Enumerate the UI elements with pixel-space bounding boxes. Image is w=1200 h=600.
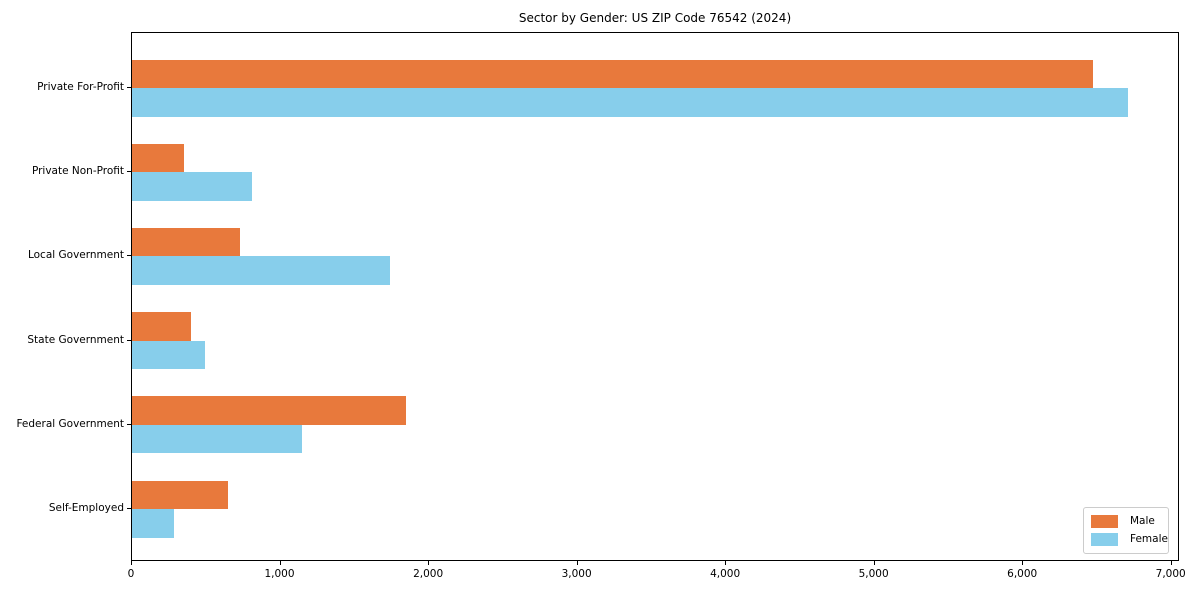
x-tick-mark bbox=[873, 561, 875, 565]
y-tick-mark bbox=[127, 508, 131, 509]
y-tick-label: Self-Employed bbox=[48, 502, 124, 514]
x-tick-mark bbox=[576, 561, 578, 565]
y-tick-mark bbox=[127, 339, 131, 341]
y-tick-mark bbox=[127, 171, 131, 173]
x-tick-mark bbox=[428, 561, 430, 565]
bar-male-3 bbox=[132, 312, 191, 341]
bar-male-4 bbox=[132, 396, 406, 425]
plot-area bbox=[131, 32, 1179, 561]
x-tick-mark bbox=[131, 561, 132, 565]
bar-male-0 bbox=[132, 59, 1093, 88]
x-tick-mark bbox=[1022, 561, 1024, 565]
bar-female-3 bbox=[132, 340, 205, 370]
bar-female-5 bbox=[132, 509, 174, 538]
legend-swatch-female bbox=[1091, 533, 1118, 546]
x-tick-mark bbox=[279, 561, 281, 565]
y-tick-label: Federal Government bbox=[16, 417, 124, 430]
legend-item-male: Male bbox=[1091, 514, 1161, 529]
legend-swatch-male bbox=[1091, 515, 1118, 528]
x-tick-label: 3,000 bbox=[561, 568, 592, 580]
y-tick-mark bbox=[127, 255, 131, 257]
x-tick-label: 2,000 bbox=[413, 568, 444, 580]
y-tick-mark bbox=[127, 423, 131, 425]
x-tick-label: 1,000 bbox=[264, 568, 295, 580]
bar-male-5 bbox=[132, 480, 228, 509]
legend-label-female: Female bbox=[1130, 533, 1168, 545]
bar-female-0 bbox=[132, 88, 1129, 117]
legend: Male Female bbox=[1083, 507, 1169, 554]
bar-male-2 bbox=[132, 227, 241, 257]
legend-label-male: Male bbox=[1130, 515, 1155, 527]
x-tick-mark bbox=[1170, 561, 1172, 565]
chart-title: Sector by Gender: US ZIP Code 76542 (202… bbox=[518, 11, 792, 25]
bar-female-2 bbox=[132, 256, 390, 285]
y-tick-label: State Government bbox=[27, 333, 124, 346]
y-tick-label: Private Non-Profit bbox=[31, 165, 124, 178]
x-tick-label: 4,000 bbox=[710, 568, 741, 580]
bar-male-1 bbox=[132, 143, 184, 173]
x-tick-label: 7,000 bbox=[1155, 568, 1186, 580]
y-tick-mark bbox=[127, 87, 131, 88]
bar-female-1 bbox=[132, 172, 253, 201]
legend-item-female: Female bbox=[1091, 532, 1168, 547]
bar-female-4 bbox=[132, 424, 303, 454]
y-tick-label: Local Government bbox=[27, 249, 124, 262]
x-tick-label: 0 bbox=[127, 568, 135, 580]
x-tick-label: 5,000 bbox=[858, 568, 889, 580]
x-tick-mark bbox=[725, 561, 727, 565]
x-tick-label: 6,000 bbox=[1007, 568, 1038, 580]
y-tick-label: Private For-Profit bbox=[37, 81, 124, 93]
